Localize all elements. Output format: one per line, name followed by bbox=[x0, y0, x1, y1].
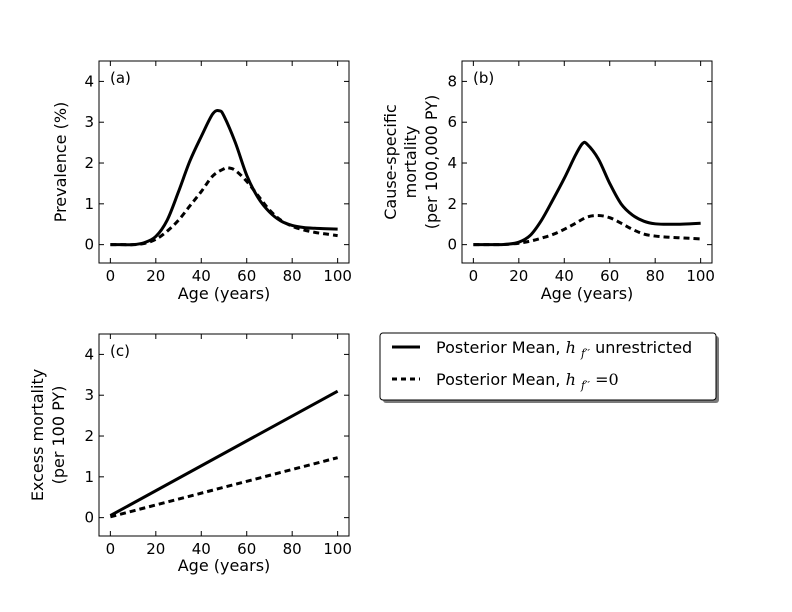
panel-c-ticks: 0 20 40 60 80 100 0 1 2 3 4 bbox=[84, 334, 352, 558]
legend-entry-solid-suffix: unrestricted bbox=[595, 338, 692, 357]
panel-b-lines bbox=[473, 140, 701, 247]
panel-a-ytick-label: 0 bbox=[84, 236, 94, 254]
panel-c-xlabel: Age (years) bbox=[178, 556, 271, 575]
panel-a-xtick-label: 0 bbox=[106, 267, 116, 285]
panel-b-ylabel-line-3: (per 100,000 PY) bbox=[422, 95, 441, 229]
panel-c-ytick-label: 3 bbox=[84, 386, 94, 404]
panel-a-ytick-label: 2 bbox=[84, 154, 94, 172]
panel-a-xtick-label: 80 bbox=[283, 267, 302, 285]
panel-c-ylabel-line-1: Excess mortality bbox=[28, 369, 47, 501]
panel-b-ylabel-line-1: Cause-specific bbox=[381, 104, 400, 220]
legend-entry-solid-text: Posterior Mean, bbox=[436, 338, 566, 357]
panel-a-xtick-label: 40 bbox=[192, 267, 211, 285]
panel-c-ylabel-line-2: (per 100 PY) bbox=[49, 386, 68, 485]
legend-entry-solid-math-sub: f′′ bbox=[580, 347, 591, 360]
panel-c-lines bbox=[109, 389, 339, 519]
panel-c-xtick-label: 80 bbox=[283, 540, 302, 558]
panel-b-xtick-label: 40 bbox=[555, 267, 574, 285]
panel-b-ytick-label: 4 bbox=[447, 154, 457, 172]
legend-entry-solid-math: h bbox=[566, 338, 576, 357]
legend-entry-dashed: Posterior Mean, h f′′ =0 bbox=[436, 370, 619, 393]
panel-c-label: (c) bbox=[110, 342, 130, 360]
panel-a-series-solid bbox=[110, 109, 338, 247]
panel-b-series-solid bbox=[473, 140, 701, 247]
panel-c-ytick-label: 1 bbox=[84, 468, 94, 486]
panel-b-xtick-label: 80 bbox=[646, 267, 665, 285]
panel-a-lines bbox=[110, 109, 338, 247]
legend-entry-solid: Posterior Mean, h f′′ unrestricted bbox=[436, 338, 692, 361]
legend-entry-dashed-math-sub: f′′ bbox=[580, 379, 591, 392]
panel-b: (b) Age (years) Cause-specific mortality… bbox=[381, 60, 715, 303]
panel-c-xtick-label: 40 bbox=[192, 540, 211, 558]
panel-a-xtick-label: 100 bbox=[323, 267, 352, 285]
panel-a-ytick-label: 4 bbox=[84, 72, 94, 90]
panel-c-ytick-label: 4 bbox=[84, 345, 94, 363]
legend: Posterior Mean, h f′′ unrestricted Poste… bbox=[379, 332, 719, 403]
panel-a-xlabel: Age (years) bbox=[178, 284, 271, 303]
panel-c-ytick-label: 0 bbox=[84, 509, 94, 527]
panel-c-series-dashed bbox=[109, 456, 339, 519]
legend-entry-dashed-text: Posterior Mean, bbox=[436, 370, 566, 389]
panel-c: (c) Age (years) Excess mortality (per 10… bbox=[28, 333, 352, 575]
panel-a-frame bbox=[98, 60, 350, 264]
panel-a-series-dashed bbox=[110, 166, 338, 247]
panel-b-xtick-label: 100 bbox=[686, 267, 715, 285]
panel-a-ylabel: Prevalence (%) bbox=[51, 102, 70, 223]
legend-entry-dashed-math: h bbox=[566, 370, 576, 389]
legend-box bbox=[379, 332, 717, 401]
panel-b-ylabel-line-2: mortality bbox=[401, 126, 420, 199]
panel-b-xtick-label: 20 bbox=[509, 267, 528, 285]
panel-a-label: (a) bbox=[110, 69, 131, 87]
panel-c-frame bbox=[98, 333, 350, 537]
panel-c-xtick-label: 20 bbox=[146, 540, 165, 558]
panel-a: (a) Age (years) Prevalence (%) 0 20 40 60 80… bbox=[51, 60, 352, 303]
panel-b-xtick-label: 0 bbox=[469, 267, 479, 285]
panel-c-xtick-label: 60 bbox=[237, 540, 256, 558]
panel-b-ytick-label: 6 bbox=[447, 113, 457, 131]
panel-a-xtick-label: 60 bbox=[237, 267, 256, 285]
panel-c-ytick-label: 2 bbox=[84, 427, 94, 445]
panel-a-ticks: 0 20 40 60 80 100 0 1 2 3 4 bbox=[84, 61, 352, 285]
panel-a-xtick-label: 20 bbox=[146, 267, 165, 285]
legend-entry-dashed-suffix: =0 bbox=[595, 370, 619, 389]
panel-b-ytick-label: 8 bbox=[447, 72, 457, 90]
panel-b-xtick-label: 60 bbox=[600, 267, 619, 285]
panel-b-xlabel: Age (years) bbox=[541, 284, 634, 303]
panel-c-xtick-label: 0 bbox=[106, 540, 116, 558]
panel-b-ytick-label: 0 bbox=[447, 236, 457, 254]
panel-c-xtick-label: 100 bbox=[323, 540, 352, 558]
panel-b-frame bbox=[461, 60, 713, 264]
panel-b-ytick-label: 2 bbox=[447, 195, 457, 213]
panel-b-ticks: 0 20 40 60 80 100 0 2 4 6 8 bbox=[447, 61, 715, 285]
panel-c-series-solid bbox=[109, 389, 339, 517]
panel-b-series-dashed bbox=[473, 213, 701, 247]
panel-b-label: (b) bbox=[473, 69, 494, 87]
panel-a-ytick-label: 3 bbox=[84, 113, 94, 131]
panel-a-ytick-label: 1 bbox=[84, 195, 94, 213]
